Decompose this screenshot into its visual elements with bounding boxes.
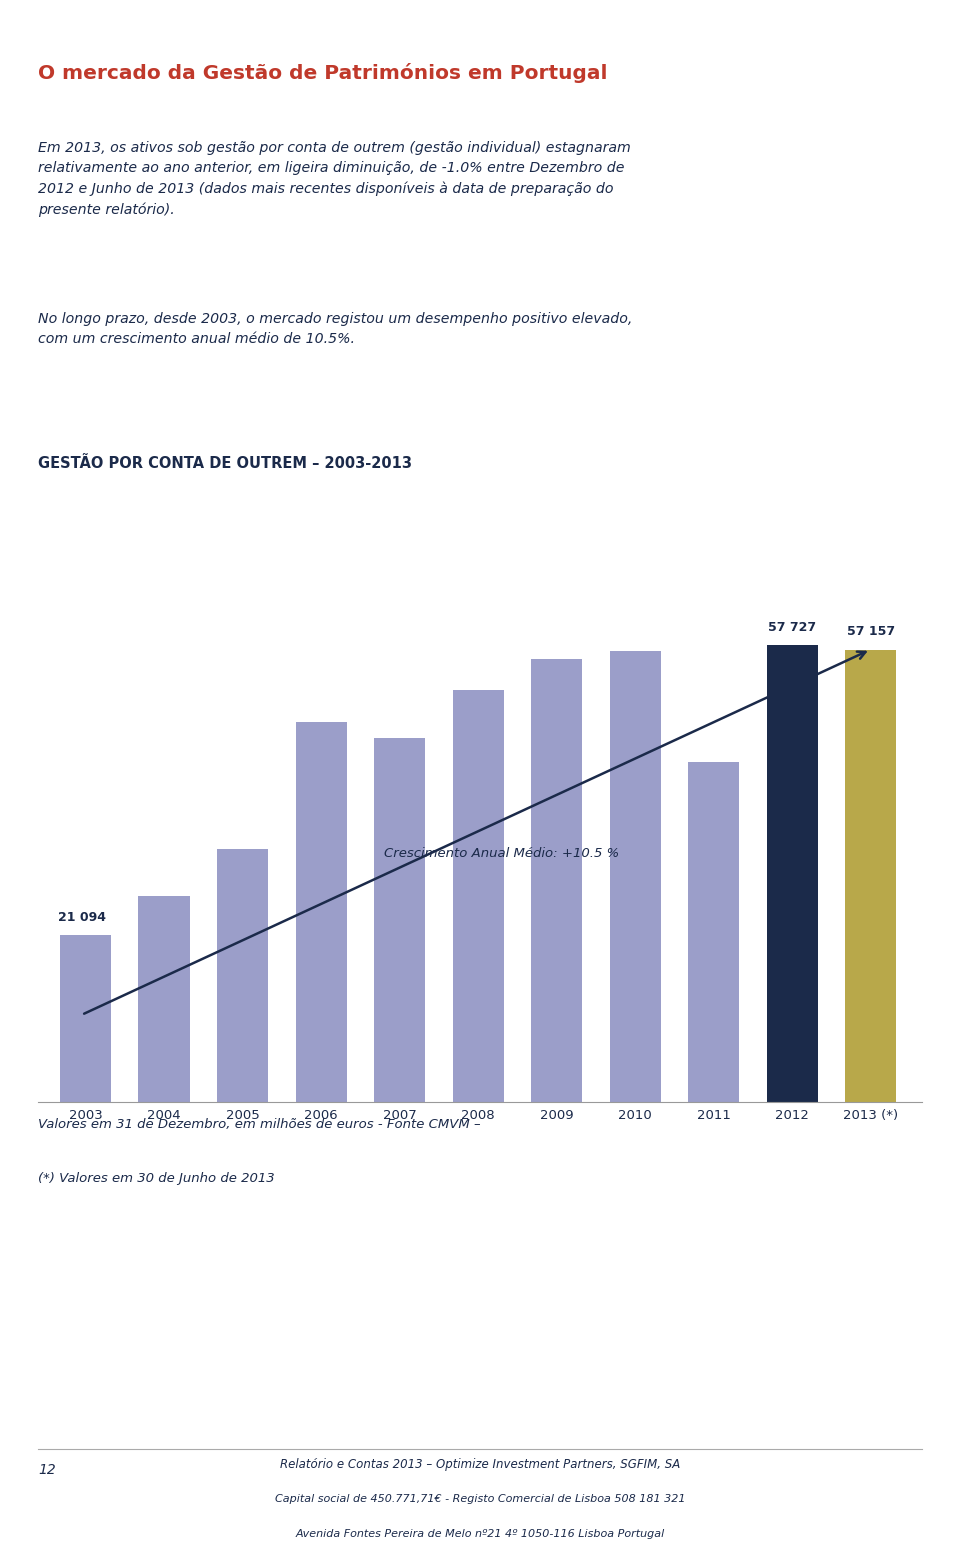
Bar [296, 722, 347, 1102]
Text: Crescimento Anual Médio: +10.5 %: Crescimento Anual Médio: +10.5 % [384, 847, 619, 860]
Text: GESTÃO POR CONTA DE OUTREM – 2003-2013: GESTÃO POR CONTA DE OUTREM – 2003-2013 [38, 456, 413, 472]
Text: Capital social de 450.771,71€ - Registo Comercial de Lisboa 508 181 321: Capital social de 450.771,71€ - Registo … [275, 1494, 685, 1504]
Text: No longo prazo, desde 2003, o mercado registou um desempenho positivo elevado,
c: No longo prazo, desde 2003, o mercado re… [38, 313, 633, 345]
Text: Relatório e Contas 2013 – Optimize Investment Partners, SGFIM, SA: Relatório e Contas 2013 – Optimize Inves… [280, 1458, 680, 1471]
Bar [452, 691, 504, 1102]
Text: 57 727: 57 727 [768, 621, 816, 633]
Bar [60, 935, 111, 1102]
Text: 57 157: 57 157 [847, 625, 895, 638]
Text: O mercado da Gestão de Patrimónios em Portugal: O mercado da Gestão de Patrimónios em Po… [38, 63, 608, 83]
Text: Avenida Fontes Pereira de Melo nº21 4º 1050-116 Lisboa Portugal: Avenida Fontes Pereira de Melo nº21 4º 1… [296, 1529, 664, 1540]
Bar [374, 738, 425, 1102]
Bar [766, 646, 818, 1102]
Bar [531, 658, 582, 1102]
Bar [610, 650, 660, 1102]
Text: 21 094: 21 094 [58, 911, 106, 924]
Bar [845, 650, 896, 1102]
Text: Valores em 31 de Dezembro, em milhões de euros - Fonte CMVM –: Valores em 31 de Dezembro, em milhões de… [38, 1118, 481, 1130]
Text: (*) Valores em 30 de Junho de 2013: (*) Valores em 30 de Junho de 2013 [38, 1172, 275, 1185]
Bar [217, 849, 268, 1102]
Bar [138, 896, 189, 1102]
Bar [688, 761, 739, 1102]
Text: 12: 12 [38, 1463, 56, 1477]
Text: Em 2013, os ativos sob gestão por conta de outrem (gestão individual) estagnaram: Em 2013, os ativos sob gestão por conta … [38, 141, 631, 217]
